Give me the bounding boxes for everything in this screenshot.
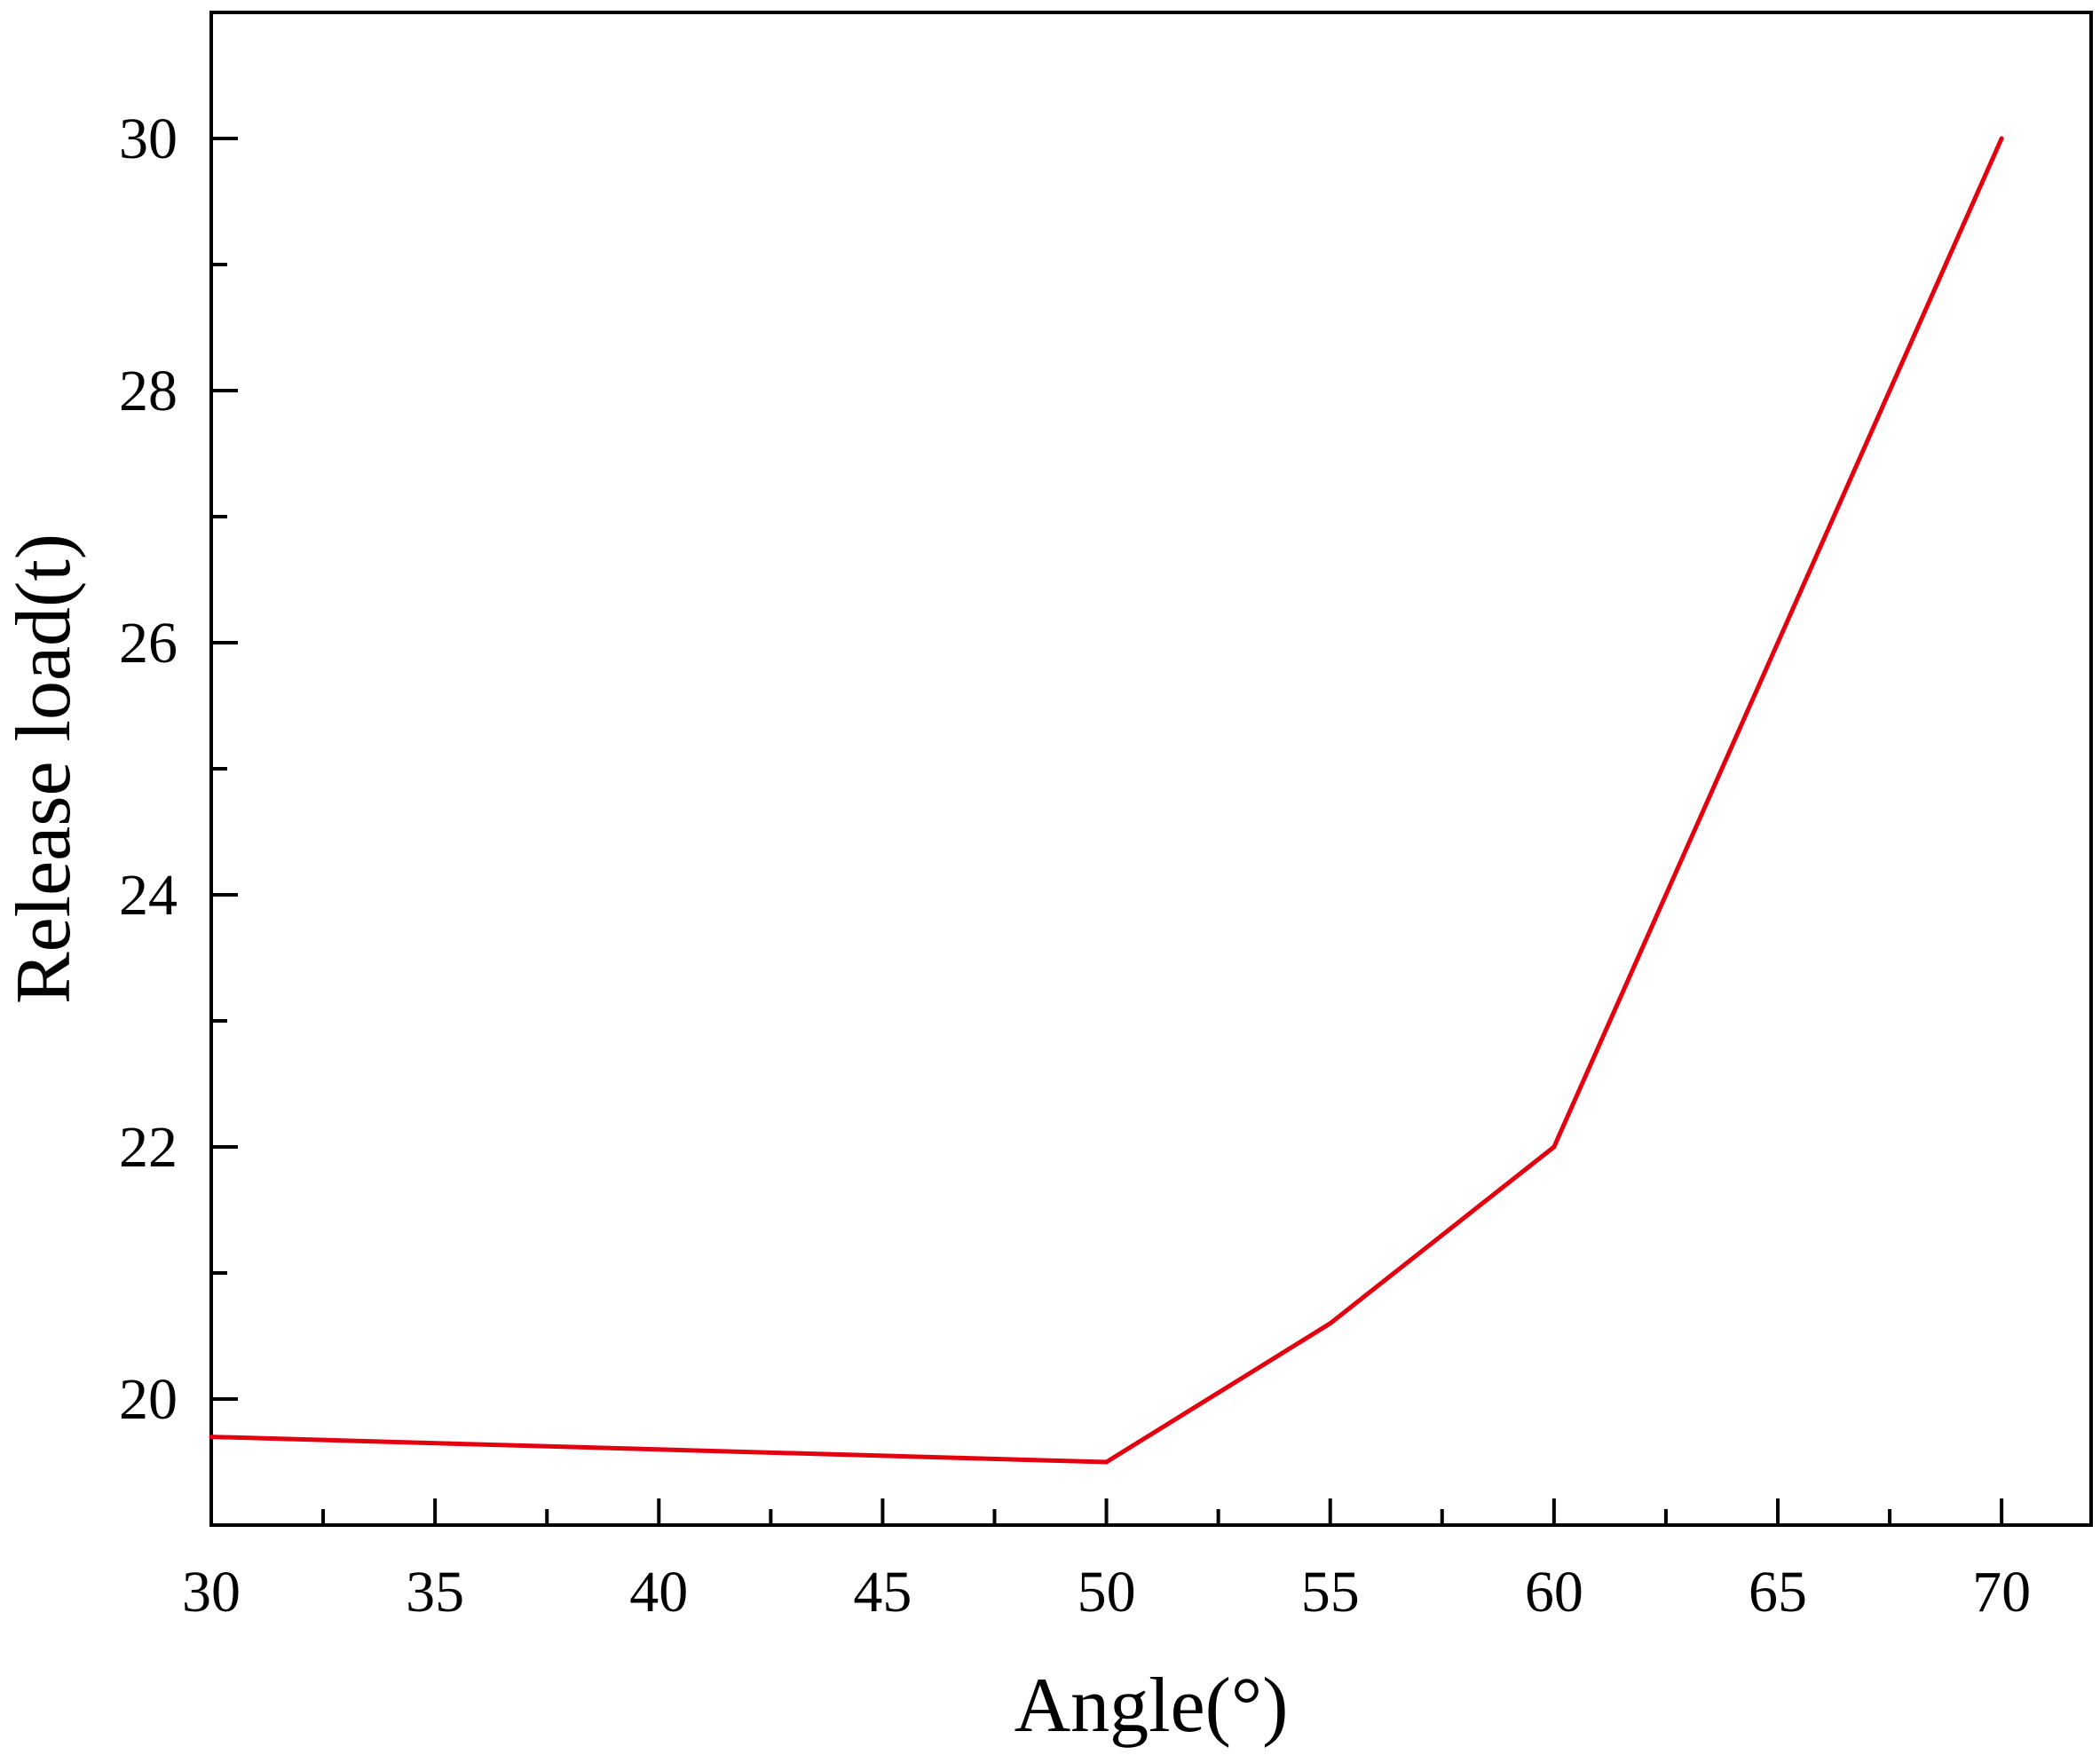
x-axis-tick-labels: 30 35 40 45 50 55 60 65 70 xyxy=(182,1560,2031,1625)
x-tick-label: 70 xyxy=(1972,1560,2031,1625)
x-tick-label: 55 xyxy=(1301,1560,1360,1625)
y-tick-label: 28 xyxy=(119,359,178,423)
x-axis-title: Angle(°) xyxy=(1014,1663,1289,1749)
x-tick-label: 35 xyxy=(406,1560,464,1625)
data-point xyxy=(1999,136,2004,141)
x-tick-label: 65 xyxy=(1749,1560,1807,1625)
y-axis-tick-labels: 20 22 24 26 28 30 xyxy=(119,107,178,1432)
y-tick-label: 22 xyxy=(119,1115,178,1180)
x-tick-label: 50 xyxy=(1078,1560,1136,1625)
y-tick-label: 20 xyxy=(119,1367,178,1432)
data-point xyxy=(1775,640,1780,645)
x-tick-label: 60 xyxy=(1525,1560,1583,1625)
y-tick-label: 26 xyxy=(119,611,178,676)
series-layer xyxy=(209,136,2004,1465)
x-tick-label: 30 xyxy=(182,1560,241,1625)
data-point xyxy=(209,1435,214,1440)
y-axis-title: Release load(t) xyxy=(1,534,87,1004)
plot-border xyxy=(209,11,2093,1527)
x-tick-label: 45 xyxy=(853,1560,912,1625)
data-point xyxy=(1104,1459,1109,1465)
x-tick-label: 40 xyxy=(629,1560,688,1625)
y-axis-ticks xyxy=(211,137,238,1401)
y-tick-label: 30 xyxy=(119,107,178,171)
data-point xyxy=(1328,1321,1333,1326)
series-line xyxy=(210,137,2004,1465)
x-axis-ticks xyxy=(209,1498,2004,1525)
y-tick-label: 24 xyxy=(119,863,178,928)
plot-frame xyxy=(209,11,2093,1527)
data-point xyxy=(1551,1144,1557,1150)
